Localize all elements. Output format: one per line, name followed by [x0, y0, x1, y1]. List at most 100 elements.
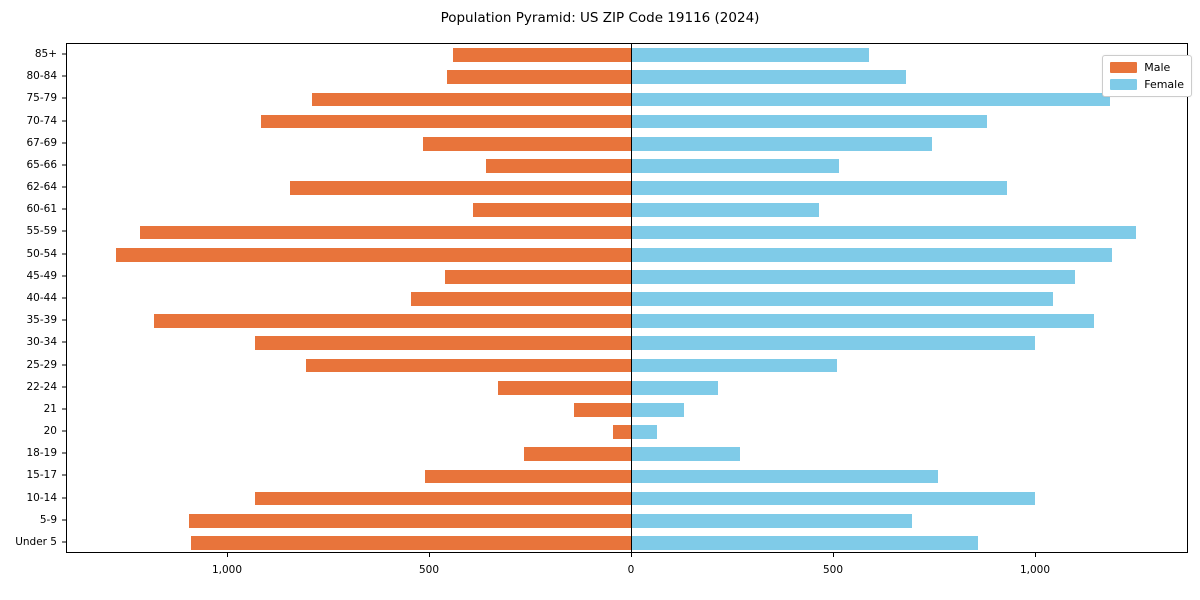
- bar-row: [67, 336, 1187, 351]
- bar-male[interactable]: [140, 225, 631, 240]
- legend-label-male: Male: [1144, 61, 1171, 74]
- legend-item-male[interactable]: Male: [1110, 61, 1184, 74]
- bar-row: [67, 203, 1187, 218]
- bar-female[interactable]: [631, 225, 1136, 240]
- bar-row: [67, 225, 1187, 240]
- bar-female[interactable]: [631, 491, 1035, 506]
- x-axis-tick: [631, 553, 632, 557]
- y-axis-tick: [62, 120, 66, 122]
- bar-female[interactable]: [631, 402, 684, 417]
- y-axis-tick: [62, 541, 66, 543]
- bar-row: [67, 159, 1187, 173]
- bar-female[interactable]: [631, 247, 1112, 262]
- y-axis-label: 67-69: [26, 136, 57, 149]
- plot-area: [66, 43, 1188, 553]
- y-axis-label: 5-9: [39, 513, 57, 526]
- bar-male[interactable]: [188, 513, 631, 528]
- bar-male[interactable]: [612, 425, 631, 439]
- bar-male[interactable]: [410, 292, 631, 306]
- bar-male[interactable]: [255, 491, 631, 506]
- y-axis-label: 75-79: [26, 92, 57, 105]
- y-axis-tick: [62, 253, 66, 255]
- bar-female[interactable]: [631, 536, 979, 550]
- bar-male[interactable]: [190, 536, 631, 550]
- bar-female[interactable]: [631, 92, 1110, 107]
- x-axis: 1,000 500 0 500 1,000: [0, 553, 1200, 600]
- bar-row: [67, 447, 1187, 462]
- y-axis-label: Under 5: [15, 535, 57, 548]
- chart-legend: Male Female: [1102, 55, 1192, 97]
- bar-male[interactable]: [422, 136, 631, 151]
- y-axis-label: 70-74: [26, 114, 57, 127]
- bar-male[interactable]: [255, 336, 631, 351]
- x-axis-tick: [1035, 553, 1036, 557]
- bar-female[interactable]: [631, 358, 838, 373]
- bar-female[interactable]: [631, 70, 906, 85]
- bar-row: [67, 513, 1187, 528]
- bar-female[interactable]: [631, 136, 932, 151]
- y-axis-tick: [62, 208, 66, 210]
- bar-male[interactable]: [574, 402, 631, 417]
- x-axis-label: 1,000: [211, 564, 243, 576]
- bars-layer: [67, 44, 1187, 552]
- bar-female[interactable]: [631, 203, 819, 218]
- bar-female[interactable]: [631, 269, 1076, 284]
- bar-female[interactable]: [631, 336, 1035, 351]
- y-axis-tick: [62, 164, 66, 166]
- bar-female[interactable]: [631, 181, 1007, 195]
- bar-row: [67, 425, 1187, 439]
- bar-row: [67, 136, 1187, 151]
- y-axis-label: 60-61: [26, 203, 57, 216]
- bar-female[interactable]: [631, 469, 939, 484]
- bar-female[interactable]: [631, 48, 870, 62]
- x-axis-label: 500: [822, 564, 844, 576]
- y-axis-tick: [62, 297, 66, 299]
- bar-male[interactable]: [453, 48, 631, 62]
- bar-male[interactable]: [485, 159, 631, 173]
- bar-male[interactable]: [473, 203, 631, 218]
- bar-row: [67, 70, 1187, 85]
- y-axis: 85+ 80-84 75-79 70-74 67-69 65-66 62-64 60-61 55…: [0, 43, 66, 553]
- y-axis-label: 45-49: [26, 269, 57, 282]
- bar-male[interactable]: [445, 269, 631, 284]
- bar-male[interactable]: [497, 380, 631, 395]
- bar-male[interactable]: [424, 469, 631, 484]
- bar-male[interactable]: [305, 358, 631, 373]
- y-axis-label: 80-84: [26, 70, 57, 83]
- chart-title: Population Pyramid: US ZIP Code 19116 (2…: [440, 10, 760, 26]
- y-axis-tick: [62, 319, 66, 321]
- bar-male[interactable]: [289, 181, 631, 195]
- y-axis-tick: [62, 497, 66, 499]
- bar-male[interactable]: [311, 92, 631, 107]
- y-axis-tick: [62, 341, 66, 343]
- bar-female[interactable]: [631, 380, 718, 395]
- y-axis-label: 18-19: [26, 447, 57, 460]
- y-axis-label: 55-59: [26, 225, 57, 238]
- bar-female[interactable]: [631, 114, 987, 129]
- zero-axis-line: [631, 44, 632, 552]
- bar-male[interactable]: [261, 114, 631, 129]
- bar-female[interactable]: [631, 314, 1094, 329]
- bar-female[interactable]: [631, 447, 741, 462]
- bar-male[interactable]: [523, 447, 631, 462]
- y-axis-tick: [62, 408, 66, 410]
- legend-item-female[interactable]: Female: [1110, 78, 1184, 91]
- bar-female[interactable]: [631, 425, 658, 439]
- x-axis-tick: [429, 553, 430, 557]
- bar-male[interactable]: [115, 247, 631, 262]
- y-axis-label: 25-29: [26, 358, 57, 371]
- bar-female[interactable]: [631, 159, 840, 173]
- bar-male[interactable]: [447, 70, 631, 85]
- y-axis-label: 62-64: [26, 181, 57, 194]
- y-axis-label: 15-17: [26, 469, 57, 482]
- x-axis-label: 0: [627, 564, 635, 576]
- bar-female[interactable]: [631, 292, 1054, 306]
- y-axis-tick: [62, 142, 66, 144]
- bar-row: [67, 358, 1187, 373]
- bar-male[interactable]: [154, 314, 631, 329]
- bar-row: [67, 380, 1187, 395]
- bar-female[interactable]: [631, 513, 912, 528]
- y-axis-tick: [62, 430, 66, 432]
- y-axis-label: 21: [43, 402, 57, 415]
